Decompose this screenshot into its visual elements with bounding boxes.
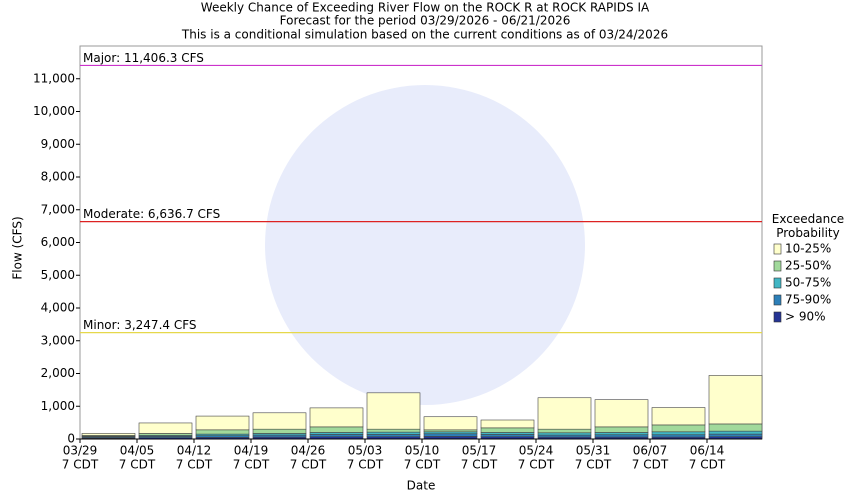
y-axis-label: Flow (CFS) <box>11 216 25 279</box>
bar-segment <box>651 407 706 426</box>
x-axis-label: Date <box>407 479 436 493</box>
x-tick-time: 7 CDT <box>290 458 327 472</box>
x-tick-label: 03/29 <box>63 444 98 458</box>
y-tick-label: 1,000 <box>41 399 75 413</box>
bar-segment <box>252 428 307 434</box>
x-tick-time: 7 CDT <box>689 458 726 472</box>
legend-swatch <box>773 294 782 306</box>
bar-segment <box>81 433 136 436</box>
bar-segment <box>537 397 592 430</box>
legend-label: 75-90% <box>785 293 831 307</box>
bar-segment <box>366 434 421 438</box>
x-tick-time: 7 CDT <box>62 458 99 472</box>
bar-segment <box>195 415 250 431</box>
legend-swatch <box>773 243 782 255</box>
x-tick-time: 7 CDT <box>404 458 441 472</box>
x-tick-label: 05/31 <box>576 444 611 458</box>
y-tick-label: 7,000 <box>41 202 75 216</box>
y-tick-label: 9,000 <box>41 137 75 151</box>
bar-segment <box>366 428 421 433</box>
bar-segment <box>537 428 592 434</box>
bar-segment <box>651 434 706 438</box>
bar-segment <box>252 412 307 430</box>
legend-label: 25-50% <box>785 259 831 273</box>
bar-segment <box>537 432 592 436</box>
x-tick-time: 7 CDT <box>632 458 669 472</box>
legend-label: > 90% <box>785 310 826 324</box>
x-tick-time: 7 CDT <box>176 458 213 472</box>
x-tick-label: 05/10 <box>405 444 440 458</box>
watermark <box>265 85 585 405</box>
bar-segment <box>195 429 250 435</box>
y-tick-label: 5,000 <box>41 268 75 282</box>
x-tick-label: 04/19 <box>234 444 269 458</box>
legend-label: 10-25% <box>785 242 831 256</box>
y-tick-label: 2,000 <box>41 366 75 380</box>
x-tick-label: 06/07 <box>633 444 668 458</box>
bar-segment <box>651 424 706 433</box>
bar-segment <box>708 433 763 438</box>
bar-segment <box>708 375 763 425</box>
chart-note: This is a conditional simulation based o… <box>181 28 668 42</box>
bar-segment <box>309 426 364 433</box>
y-tick-label: 8,000 <box>41 170 75 184</box>
y-tick-label: 3,000 <box>41 333 75 347</box>
legend-title: Exceedance Probability <box>771 212 845 240</box>
y-tick-label: 0 <box>67 432 75 446</box>
x-tick-time: 7 CDT <box>518 458 555 472</box>
bar-segment <box>594 399 649 428</box>
bar-segment <box>138 422 193 434</box>
legend-label: 50-75% <box>785 276 831 290</box>
bar-segment <box>423 416 478 431</box>
y-tick-label: 10,000 <box>33 104 75 118</box>
x-tick-label: 05/24 <box>519 444 554 458</box>
threshold-label: Moderate: 6,636.7 CFS <box>83 207 220 221</box>
bar-segment <box>366 431 421 435</box>
bar-segment <box>309 407 364 428</box>
bar-segment <box>594 432 649 436</box>
bar-segment <box>708 430 763 435</box>
x-tick-label: 05/03 <box>348 444 383 458</box>
bar-segment <box>594 434 649 438</box>
bar-segment <box>423 433 478 437</box>
chart-title: Weekly Chance of Exceeding River Flow on… <box>201 1 650 15</box>
bar-segment <box>651 431 706 436</box>
legend-swatch <box>773 260 782 272</box>
bar-segment <box>594 426 649 433</box>
bar-segment <box>480 427 535 433</box>
chart-subtitle: Forecast for the period 03/29/2026 - 06/… <box>280 14 571 28</box>
bar-segment <box>480 434 535 438</box>
x-tick-label: 04/12 <box>177 444 212 458</box>
threshold-label: Minor: 3,247.4 CFS <box>83 318 197 332</box>
x-tick-label: 04/26 <box>291 444 326 458</box>
x-tick-label: 05/17 <box>462 444 497 458</box>
bar-segment <box>708 423 763 432</box>
legend-swatch <box>773 277 782 289</box>
legend-swatch <box>773 311 782 323</box>
y-tick-label: 4,000 <box>41 301 75 315</box>
x-tick-time: 7 CDT <box>347 458 384 472</box>
x-tick-time: 7 CDT <box>233 458 270 472</box>
x-tick-label: 06/14 <box>690 444 725 458</box>
threshold-label: Major: 11,406.3 CFS <box>83 51 204 65</box>
x-tick-time: 7 CDT <box>575 458 612 472</box>
bar-segment <box>480 419 535 429</box>
bar-segment <box>366 392 421 430</box>
y-tick-label: 6,000 <box>41 235 75 249</box>
x-tick-time: 7 CDT <box>119 458 156 472</box>
bar-segment <box>309 434 364 438</box>
x-tick-label: 04/05 <box>120 444 155 458</box>
x-tick-time: 7 CDT <box>461 458 498 472</box>
y-tick-label: 11,000 <box>33 71 75 85</box>
